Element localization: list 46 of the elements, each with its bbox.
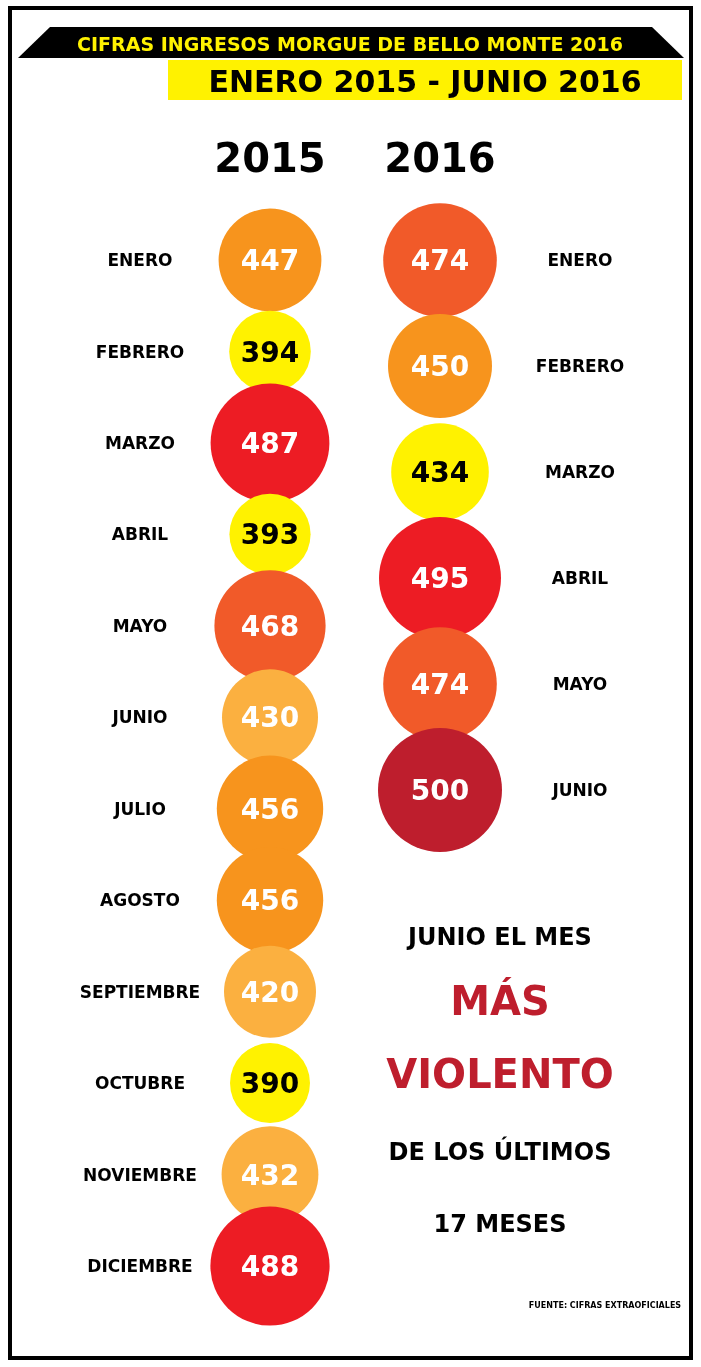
category-label: JUNIO	[111, 707, 168, 728]
category-label: AGOSTO	[100, 890, 180, 911]
category-label: MARZO	[545, 462, 615, 483]
category-label: FEBRERO	[535, 356, 625, 377]
data-label: 468	[240, 609, 300, 643]
category-label: MAYO	[552, 674, 608, 695]
category-label: ABRIL	[111, 524, 169, 545]
data-label: 487	[240, 426, 300, 460]
data-label: 420	[240, 975, 300, 1009]
text: VIOLENTO	[386, 1051, 614, 1097]
category-label: OCTUBRE	[95, 1073, 185, 1094]
text: 17 MESES	[433, 1210, 567, 1238]
series-label: 2016	[384, 135, 496, 181]
data-label: 393	[240, 518, 300, 552]
category-label: NOVIEMBRE	[83, 1164, 197, 1185]
data-label: 474	[410, 668, 470, 702]
source-note: FUENTE: CIFRAS EXTRAOFICIALES	[528, 1301, 682, 1310]
data-label: 500	[410, 774, 470, 808]
data-label: 456	[240, 792, 300, 826]
category-label: SEPTIEMBRE	[79, 981, 201, 1002]
text: JUNIO EL MES	[406, 923, 592, 951]
category-label: MARZO	[105, 433, 175, 454]
data-label: 432	[240, 1158, 300, 1192]
category-label: MAYO	[112, 615, 168, 636]
series-label: 2015	[214, 135, 326, 181]
data-label: 488	[240, 1250, 300, 1284]
category-label: ENERO	[547, 250, 613, 271]
category-label: FEBRERO	[95, 341, 185, 362]
category-label: DICIEMBRE	[87, 1256, 193, 1277]
data-label: 456	[240, 884, 300, 918]
category-label: JULIO	[113, 798, 166, 819]
data-label: 450	[410, 350, 470, 384]
data-label: 394	[240, 335, 300, 369]
category-label: ABRIL	[551, 568, 609, 589]
category-label: ENERO	[107, 250, 173, 271]
text: MÁS	[450, 977, 550, 1024]
text: DE LOS ÚLTIMOS	[388, 1136, 612, 1166]
data-label: 434	[410, 456, 470, 490]
data-label: 390	[240, 1067, 300, 1101]
text: CIFRAS INGRESOS MORGUE DE BELLO MONTE 2016	[77, 33, 623, 55]
data-label: 430	[240, 701, 300, 735]
data-label: 474	[410, 244, 470, 278]
data-label: 495	[410, 562, 470, 596]
category-label: JUNIO	[552, 780, 608, 801]
text: ENERO 2015 - JUNIO 2016	[208, 64, 642, 99]
data-label: 447	[240, 244, 300, 278]
